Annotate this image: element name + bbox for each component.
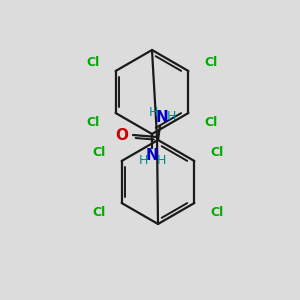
- Text: Cl: Cl: [210, 146, 223, 158]
- Text: Cl: Cl: [87, 116, 100, 128]
- Text: Cl: Cl: [204, 116, 217, 128]
- Text: H: H: [138, 154, 148, 166]
- Text: Cl: Cl: [93, 146, 106, 158]
- Text: H: H: [156, 154, 166, 166]
- Text: H: H: [148, 106, 158, 118]
- Text: O: O: [115, 128, 128, 142]
- Text: Cl: Cl: [204, 56, 217, 68]
- Text: H: H: [166, 110, 176, 122]
- Text: N: N: [156, 110, 168, 125]
- Text: N: N: [146, 148, 158, 164]
- Text: Cl: Cl: [93, 206, 106, 218]
- Text: Cl: Cl: [210, 206, 223, 218]
- Text: Cl: Cl: [87, 56, 100, 68]
